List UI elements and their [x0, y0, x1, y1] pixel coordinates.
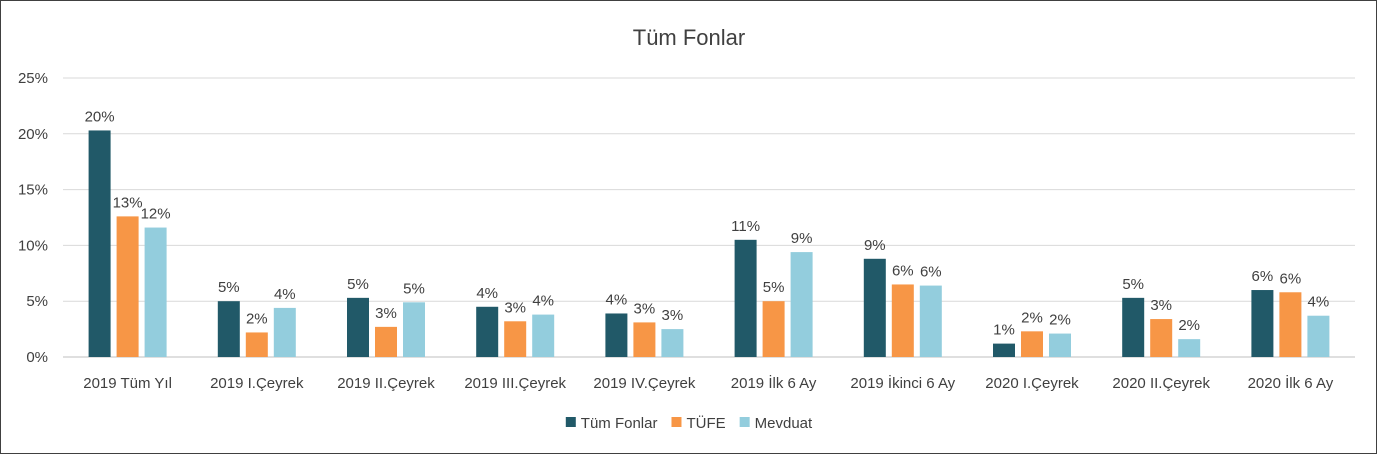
bar	[1122, 297, 1145, 357]
bar	[734, 239, 757, 357]
bar	[504, 321, 527, 357]
data-label: 11%	[731, 218, 760, 235]
legend: Tüm Fonlar TÜFE Mevduat	[565, 414, 813, 432]
bar	[993, 343, 1015, 357]
data-label: 2%	[246, 310, 268, 327]
y-tick-label: 15%	[18, 182, 48, 199]
data-label: 3%	[1150, 297, 1172, 314]
data-label: 5%	[1122, 276, 1144, 293]
bar	[217, 301, 240, 357]
y-tick-label: 10%	[18, 237, 48, 254]
data-label: 3%	[375, 305, 397, 322]
bar	[476, 306, 499, 357]
bar	[245, 332, 268, 357]
bar	[661, 329, 684, 357]
legend-swatch	[739, 417, 750, 427]
data-label: 4%	[1308, 294, 1330, 311]
data-label: 6%	[892, 262, 914, 279]
y-tick-label: 0%	[26, 349, 48, 366]
data-label: 5%	[403, 280, 425, 297]
legend-swatch	[565, 417, 576, 427]
data-label: 6%	[1252, 268, 1274, 285]
x-tick-label: 2019 I.Çeyrek	[210, 375, 304, 392]
bar	[1279, 292, 1302, 357]
bar	[273, 307, 296, 357]
data-label: 4%	[532, 293, 554, 310]
x-tick-label: 2019 İkinci 6 Ay	[850, 374, 955, 392]
bar	[633, 322, 656, 357]
bar	[347, 297, 369, 357]
bar	[891, 284, 914, 357]
data-label: 1%	[993, 322, 1015, 339]
data-label: 3%	[504, 299, 526, 316]
bar	[863, 258, 886, 357]
data-label: 3%	[634, 300, 656, 317]
legend-label: Tüm Fonlar	[581, 415, 658, 432]
data-label: 6%	[920, 264, 942, 281]
bar	[919, 285, 942, 357]
y-tick-label: 25%	[18, 70, 48, 87]
bar	[1021, 331, 1043, 357]
x-tick-label: 2019 İlk 6 Ay	[731, 374, 817, 392]
x-tick-label: 2019 IV.Çeyrek	[593, 375, 696, 392]
data-labels: 20% 13%12% 5% 2% 4% 5% 3% 5% 4% 3% 4% 4% 3% 3% 11% 5% 9%…	[85, 108, 1330, 338]
bars	[88, 130, 1330, 357]
data-label: 13%	[113, 194, 143, 211]
x-tick-label: 2020 II.Çeyrek	[1112, 375, 1210, 392]
bar	[1178, 339, 1201, 357]
x-tick-label: 2019 III.Çeyrek	[464, 375, 566, 392]
data-label: 5%	[763, 279, 785, 296]
x-tick-label: 2019 II.Çeyrek	[337, 375, 435, 392]
x-tick-label: 2020 I.Çeyrek	[985, 375, 1079, 392]
bar	[116, 216, 139, 357]
data-label: 3%	[662, 307, 684, 324]
data-label: 6%	[1280, 270, 1302, 287]
x-tick-label: 2020 İlk 6 Ay	[1248, 374, 1334, 392]
bar	[375, 326, 397, 357]
data-label: 4%	[274, 286, 296, 303]
bar	[790, 252, 813, 357]
y-axis: 0% 5% 10% 15% 20% 25%	[18, 70, 48, 366]
data-label: 2%	[1021, 309, 1043, 326]
bar	[403, 302, 425, 357]
data-label: 4%	[476, 285, 498, 302]
data-label: 2%	[1049, 312, 1071, 329]
bar	[144, 227, 167, 357]
legend-swatch	[671, 417, 682, 427]
y-tick-label: 5%	[26, 293, 48, 310]
data-label: 5%	[347, 276, 369, 293]
bar	[605, 313, 628, 357]
bar	[532, 314, 555, 357]
data-label: 5%	[218, 279, 240, 296]
data-label: 4%	[606, 291, 628, 308]
legend-label: Mevduat	[755, 415, 813, 432]
bar	[1150, 319, 1173, 357]
x-axis: 2019 Tüm Yıl 2019 I.Çeyrek 2019 II.Çeyrek 2…	[83, 374, 1333, 392]
y-tick-label: 20%	[18, 126, 48, 143]
bar	[1307, 315, 1330, 357]
data-label: 9%	[791, 230, 813, 247]
x-tick-label: 2019 Tüm Yıl	[83, 375, 172, 392]
bar	[762, 301, 785, 357]
data-label: 12%	[141, 206, 171, 223]
bar	[1251, 290, 1274, 357]
legend-label: TÜFE	[686, 414, 725, 432]
chart-title: Tüm Fonlar	[633, 25, 745, 50]
data-label: 9%	[864, 237, 886, 254]
bar	[1049, 333, 1071, 357]
data-label: 2%	[1178, 317, 1200, 334]
data-label: 20%	[85, 108, 115, 125]
bar	[88, 130, 111, 357]
